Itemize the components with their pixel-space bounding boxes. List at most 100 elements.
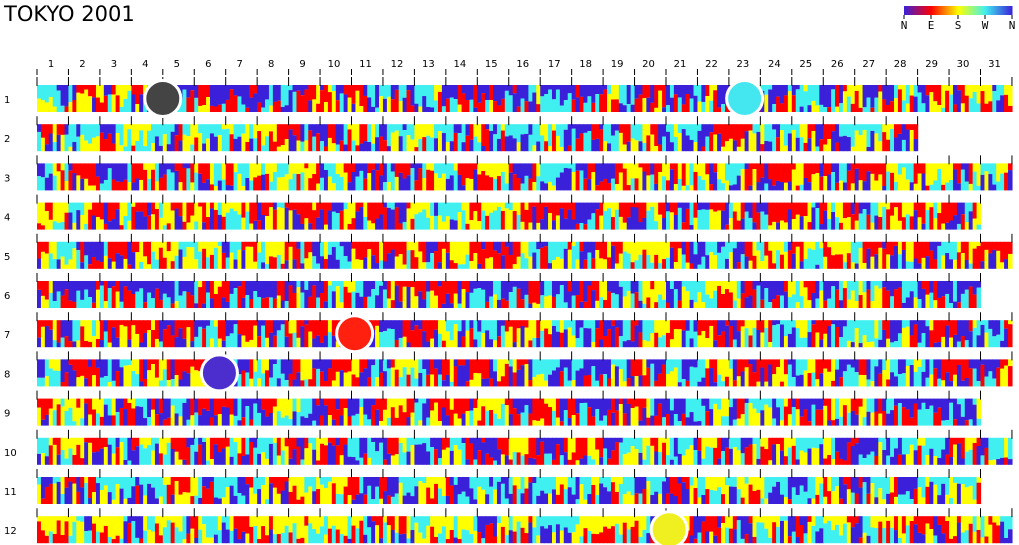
- wind-slice: [245, 281, 250, 296]
- wind-slice: [304, 448, 309, 465]
- wind-slice: [575, 241, 581, 260]
- wind-slice: [764, 163, 769, 184]
- wind-slice: [194, 137, 199, 152]
- wind-slice: [630, 376, 636, 387]
- wind-slice: [202, 437, 207, 443]
- wind-slice: [803, 91, 809, 112]
- wind-slice: [119, 163, 125, 182]
- wind-slice: [901, 202, 907, 218]
- wind-slice: [166, 442, 172, 465]
- wind-slice: [941, 163, 946, 185]
- wind-slice: [139, 261, 144, 269]
- wind-slice: [379, 332, 384, 348]
- wind-slice: [288, 285, 294, 308]
- wind-slice: [799, 241, 805, 262]
- wind-slice: [363, 359, 368, 369]
- wind-slice: [835, 217, 840, 230]
- wind-slice: [984, 241, 989, 250]
- wind-slice: [579, 251, 585, 269]
- wind-slice: [88, 185, 93, 191]
- wind-slice: [64, 264, 70, 269]
- wind-slice: [40, 202, 46, 226]
- wind-slice: [866, 124, 872, 148]
- wind-slice: [933, 101, 938, 112]
- wind-slice: [614, 163, 620, 185]
- wind-slice: [485, 124, 490, 130]
- wind-slice: [418, 212, 423, 230]
- wind-slice: [776, 180, 781, 191]
- wind-slice: [430, 374, 435, 387]
- wind-slice: [422, 331, 427, 348]
- month-row: 2: [4, 116, 919, 152]
- wind-slice: [158, 281, 164, 300]
- wind-slice: [343, 256, 349, 269]
- wind-slice: [88, 414, 93, 426]
- wind-slice: [331, 281, 337, 292]
- wind-slice: [866, 171, 872, 191]
- wind-slice: [646, 417, 651, 426]
- wind-slice: [559, 371, 565, 387]
- wind-slice: [787, 281, 793, 298]
- wind-slice: [323, 437, 329, 446]
- wind-slice: [709, 325, 714, 348]
- wind-slice: [677, 202, 683, 208]
- wind-slice: [697, 176, 702, 191]
- wind-slice: [842, 398, 848, 406]
- wind-slice: [803, 370, 809, 387]
- wind-slice: [583, 102, 588, 112]
- wind-slice: [52, 124, 58, 143]
- wind-slice: [489, 437, 494, 458]
- wind-slice: [40, 377, 46, 387]
- wind-slice: [300, 326, 305, 348]
- wind-slice: [532, 398, 537, 421]
- wind-slice: [862, 335, 868, 348]
- wind-slice: [614, 130, 620, 152]
- wind-slice: [890, 202, 895, 216]
- wind-slice: [748, 202, 754, 218]
- wind-slice: [473, 372, 478, 387]
- wind-slice: [697, 381, 702, 387]
- wind-slice: [878, 216, 883, 230]
- wind-slice: [772, 418, 777, 426]
- wind-slice: [225, 446, 231, 465]
- wind-slice: [642, 340, 647, 348]
- wind-slice: [245, 107, 250, 112]
- wind-slice: [465, 411, 471, 426]
- wind-slice: [811, 207, 816, 230]
- wind-slice: [744, 163, 750, 170]
- wind-slice: [347, 85, 353, 98]
- wind-slice: [783, 406, 789, 426]
- wind-slice: [599, 420, 604, 426]
- wind-slice: [253, 281, 258, 291]
- wind-slice: [320, 371, 325, 387]
- wind-slice: [343, 241, 349, 257]
- wind-slice: [355, 292, 360, 308]
- x-tick-label: 18: [579, 59, 592, 70]
- wind-slice: [717, 285, 722, 308]
- wind-slice: [371, 255, 376, 269]
- wind-slice: [296, 202, 301, 215]
- wind-slice: [854, 202, 860, 221]
- wind-slice: [304, 85, 309, 90]
- wind-slice: [634, 260, 640, 269]
- wind-slice: [284, 139, 290, 152]
- wind-slice: [595, 138, 600, 152]
- wind-slice: [540, 373, 545, 387]
- wind-slice: [371, 289, 376, 308]
- wind-slice: [874, 241, 879, 255]
- wind-slice: [980, 324, 986, 348]
- wind-slice: [496, 105, 502, 112]
- wind-slice: [524, 320, 530, 328]
- wind-slice: [68, 259, 73, 269]
- wind-slice: [481, 202, 486, 211]
- wind-slice: [485, 398, 490, 411]
- wind-slice: [972, 241, 978, 249]
- wind-slice: [634, 325, 640, 348]
- wind-slice: [237, 241, 243, 250]
- wind-slice: [752, 222, 758, 230]
- wind-slice: [268, 281, 274, 298]
- wind-slice: [827, 325, 832, 348]
- wind-slice: [591, 213, 596, 230]
- wind-slice: [430, 163, 435, 171]
- wind-slice: [544, 281, 549, 297]
